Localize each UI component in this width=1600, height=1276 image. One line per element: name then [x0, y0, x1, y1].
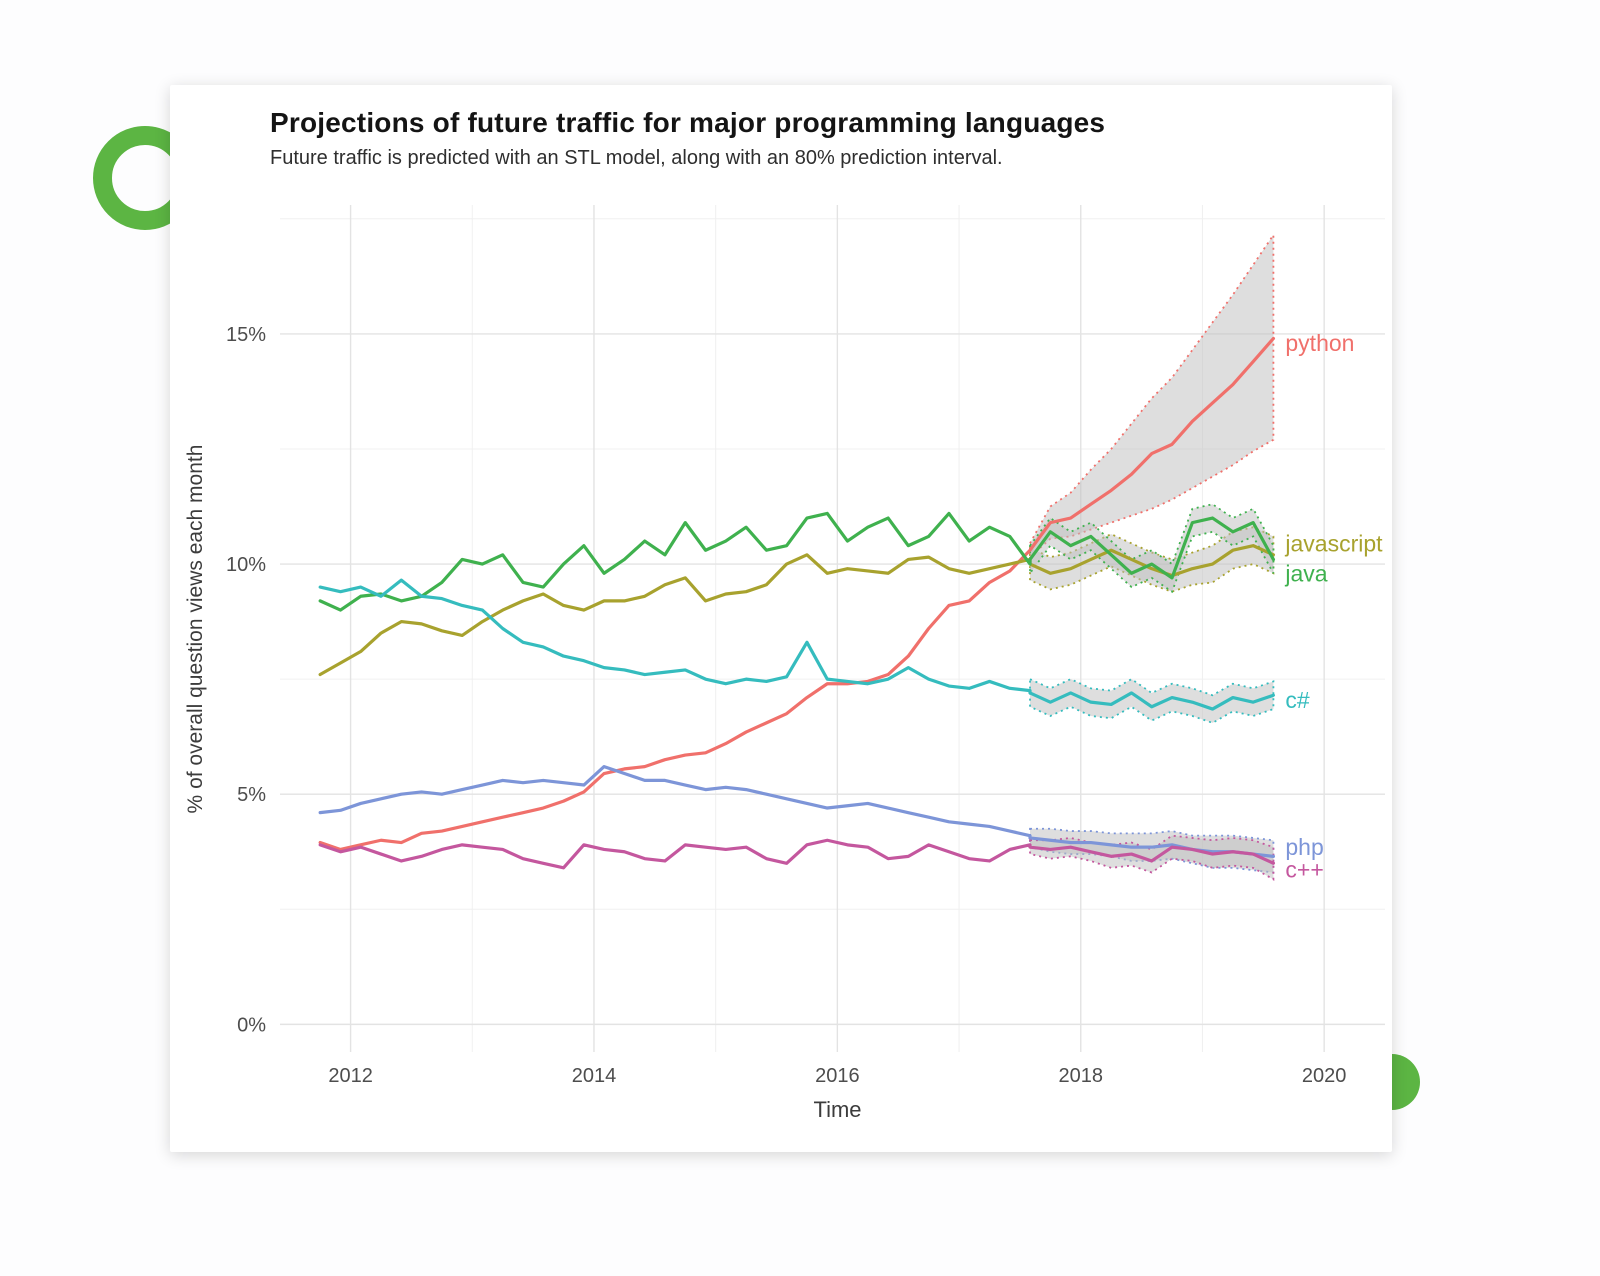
y-tick-label: 15% — [226, 324, 266, 346]
y-tick-label: 5% — [237, 784, 266, 806]
series-line-java — [318, 511, 1276, 612]
prediction-ribbon-python — [1029, 231, 1275, 560]
chart-title: Projections of future traffic for major … — [270, 107, 1106, 138]
x-tick-label: 2020 — [1302, 1065, 1347, 1087]
series-line-c# — [318, 578, 1276, 711]
x-axis-title: Time — [813, 1097, 862, 1122]
y-tick-label: 0% — [237, 1014, 266, 1036]
prediction-ribbon-c++ — [1029, 834, 1275, 881]
series-label-c#: c# — [1285, 687, 1310, 713]
series-line-php — [318, 764, 1276, 858]
chart-subtitle: Future traffic is predicted with an STL … — [270, 147, 1003, 169]
x-tick-label: 2018 — [1059, 1065, 1104, 1087]
series-label-c++: c++ — [1285, 856, 1323, 882]
series-line-javascript — [318, 544, 1276, 677]
series-label-python: python — [1285, 330, 1354, 356]
series-label-java: java — [1284, 560, 1327, 586]
series-line-python — [318, 336, 1276, 852]
y-tick-label: 10% — [226, 554, 266, 576]
prediction-ribbon-c# — [1029, 677, 1275, 724]
prediction-ribbon-java — [1029, 503, 1275, 594]
series-label-php: php — [1285, 834, 1323, 860]
series-label-javascript: javascript — [1284, 530, 1383, 556]
chart-card: Projections of future traffic for major … — [170, 85, 1392, 1152]
x-tick-label: 2016 — [815, 1065, 860, 1087]
chart-plot: 0% 5% 10% 15% 2012 2014 2016 2018 2020 python java… — [226, 205, 1385, 1087]
x-tick-label: 2012 — [328, 1065, 373, 1087]
series-line-c++ — [318, 838, 1276, 870]
x-tick-label: 2014 — [572, 1065, 617, 1087]
